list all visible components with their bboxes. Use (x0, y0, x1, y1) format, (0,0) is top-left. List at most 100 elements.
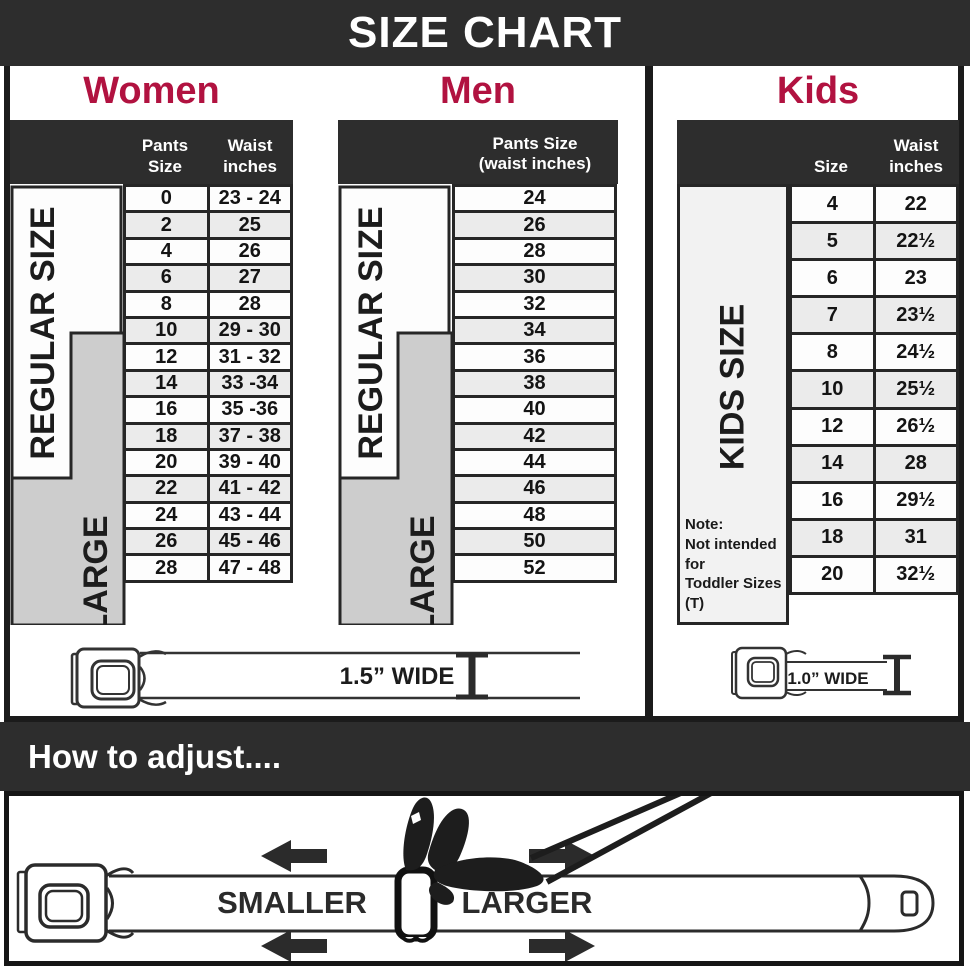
smaller-arrows (261, 840, 327, 961)
kids-note: Note: Not intended for Toddler Sizes (T) (685, 516, 782, 613)
table-row: 6 27 (123, 263, 293, 293)
adjust-illustration: SMALLER LARGER (16, 796, 935, 961)
table-row: 14 33 -34 (123, 368, 293, 399)
size-cell: 30 (452, 263, 617, 293)
size-cell: 32½ (872, 554, 959, 596)
table-row: 42 (452, 421, 617, 451)
size-cell: 50 (452, 527, 617, 557)
size-cell: 40 (452, 395, 617, 425)
table-row: 50 (452, 527, 617, 557)
size-cell: 24½ (872, 332, 959, 373)
table-row: 2 25 (123, 210, 293, 240)
size-cell: 14 (789, 443, 876, 484)
size-cell: 42 (452, 421, 617, 451)
size-cell: 2 (123, 210, 210, 240)
frame-bottom-border (4, 716, 964, 722)
size-cell: 6 (123, 263, 210, 293)
adjust-illustration-box: SMALLER LARGER (4, 791, 964, 966)
size-cell: 24 (123, 500, 210, 531)
table-row: 32 (452, 289, 617, 319)
size-cell: 44 (452, 447, 617, 478)
size-cell: 47 - 48 (206, 553, 293, 583)
arrow-left-icon (261, 840, 327, 872)
table-row: 28 (452, 236, 617, 267)
table-row: 44 (452, 447, 617, 478)
table-row: 24 (452, 183, 617, 214)
size-cell: 37 - 38 (206, 421, 293, 451)
adjuster-clip (394, 866, 438, 943)
size-cell: 35 -36 (206, 395, 293, 425)
buckle-illustration (16, 863, 135, 943)
size-cell: 26 (206, 236, 293, 267)
arrow-left-icon (261, 930, 327, 961)
women-size-table: 0 23 - 24 2 25 4 26 6 27 8 28 10 29 - 30 12 31 - 32 14… (123, 183, 293, 583)
size-cell: 23½ (872, 295, 959, 336)
size-cell: 16 (789, 480, 876, 521)
hand-illustration (403, 796, 712, 905)
kids-section-title: Kids (776, 70, 860, 112)
table-row: 36 (452, 342, 617, 372)
table-row: 16 35 -36 (123, 395, 293, 425)
size-cell: 12 (123, 342, 210, 372)
table-row: 12 31 - 32 (123, 342, 293, 372)
table-row: 24 43 - 44 (123, 500, 293, 531)
table-row: 26 (452, 210, 617, 240)
table-row: 12 26½ (789, 406, 959, 447)
table-row: 10 25½ (789, 369, 959, 410)
size-cell: 23 (872, 258, 959, 299)
size-cell: 22½ (872, 221, 959, 262)
table-row: 4 22 (789, 183, 959, 225)
size-cell: 7 (789, 295, 876, 336)
table-row: 7 23½ (789, 295, 959, 336)
table-row: 20 39 - 40 (123, 447, 293, 478)
table-row: 18 37 - 38 (123, 421, 293, 451)
size-cell: 26 (452, 210, 617, 240)
size-cell: 36 (452, 342, 617, 372)
arrow-right-icon (529, 930, 595, 961)
table-row: 38 (452, 368, 617, 399)
table-row: 52 (452, 553, 617, 583)
frame-left-border (4, 66, 10, 722)
size-cell: 27 (206, 263, 293, 293)
size-cell: 28 (452, 236, 617, 267)
size-cell: 8 (789, 332, 876, 373)
page-title: SIZE CHART (348, 8, 622, 57)
women-section-title: Women (83, 70, 220, 112)
table-row: 10 29 - 30 (123, 315, 293, 346)
size-cell: 23 - 24 (206, 183, 293, 214)
table-row: 34 (452, 315, 617, 346)
size-cell: 33 -34 (206, 368, 293, 399)
adult-belt-width-label: 1.5” WIDE (340, 663, 455, 690)
size-cell: 16 (123, 395, 210, 425)
smaller-label: SMALLER (217, 885, 367, 920)
men-xlarge-label: X-LARGE (404, 516, 442, 626)
kids-size-table: 4 22 5 22½ 6 23 7 23½ 8 24½ 10 25½ 12 26½ 14 28 16 29½ 18 3… (789, 183, 959, 596)
size-cell: 31 (872, 517, 959, 558)
men-pants-size-header: Pants Size (waist inches) (478, 134, 592, 174)
men-regular-size-label: REGULAR SIZE (352, 206, 390, 459)
size-cell: 10 (123, 315, 210, 346)
size-cell: 22 (872, 183, 959, 225)
size-cell: 22 (123, 474, 210, 504)
size-cell: 29 - 30 (206, 315, 293, 346)
women-table-header: Pants Size Waist inches (10, 120, 293, 184)
kids-size-header: Size (813, 156, 849, 176)
kids-size-label: KIDS SIZE (713, 303, 752, 471)
size-cell: 34 (452, 315, 617, 346)
table-row: 14 28 (789, 443, 959, 484)
table-row: 48 (452, 500, 617, 531)
size-cell: 12 (789, 406, 876, 447)
size-cell: 25½ (872, 369, 959, 410)
table-row: 0 23 - 24 (123, 183, 293, 214)
size-cell: 28 (872, 443, 959, 484)
kids-belt-graphic: 1.0” WIDE (731, 646, 911, 700)
kids-size-category-column: KIDS SIZE Note: Not intended for Toddler… (677, 184, 789, 625)
size-cell: 10 (789, 369, 876, 410)
table-row: 16 29½ (789, 480, 959, 521)
table-row: 46 (452, 474, 617, 504)
table-row: 30 (452, 263, 617, 293)
kids-table-header: Size Waist inches (677, 120, 959, 184)
size-cell: 5 (789, 221, 876, 262)
women-regular-size-label: REGULAR SIZE (24, 206, 62, 459)
